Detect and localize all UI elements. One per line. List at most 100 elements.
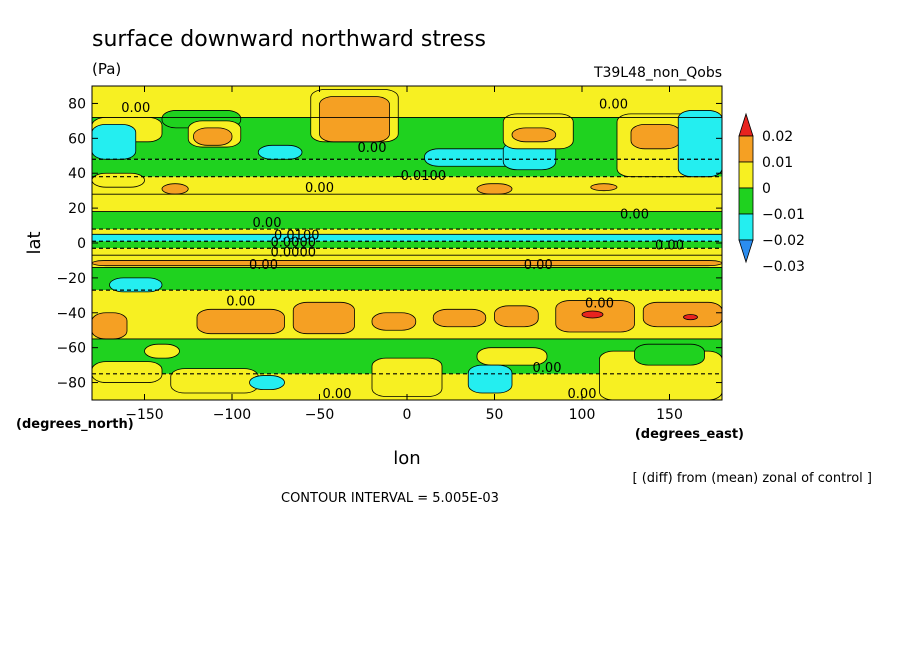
colorbar-cell-3 — [738, 187, 754, 215]
contour-label-0: 0.00 — [121, 101, 150, 116]
contour-region-28 — [642, 301, 723, 328]
contour-label-7: 0.0100 — [274, 228, 320, 243]
contour-region-4 — [193, 127, 233, 146]
contour-region-26 — [494, 305, 539, 328]
contour-region-19 — [91, 260, 723, 267]
zonal-band-4 — [92, 194, 722, 212]
contour-label-9: 0.0000 — [271, 246, 317, 261]
x-tick-label-6: 150 — [656, 407, 683, 423]
contour-label-17: 0.00 — [323, 387, 352, 402]
zonal-band-7 — [92, 234, 722, 242]
contour-region-23 — [292, 301, 355, 335]
contour-region-37 — [249, 375, 285, 390]
contour-region-14 — [677, 110, 723, 178]
colorbar-label-2: 0 — [762, 181, 771, 197]
contour-region-13 — [630, 123, 681, 150]
contour-region-17 — [476, 183, 513, 195]
y-tick-label-4: 0 — [77, 236, 86, 252]
colorbar-cell-2 — [738, 161, 754, 189]
y-axis-label: lat — [24, 231, 45, 254]
contour-region-25 — [432, 308, 487, 328]
y-tick-label-7: 60 — [68, 131, 86, 147]
contour-label-4: 0.00 — [305, 181, 334, 196]
colorbar-labels: 0.02 0.01 0 −0.01 −0.02 −0.03 — [762, 129, 805, 275]
contour-label-14: 0.00 — [585, 296, 614, 311]
x-tick-label-5: 100 — [569, 407, 596, 423]
y-tick-label-0: −80 — [56, 376, 86, 392]
contour-label-6: 0.00 — [253, 216, 282, 231]
zonal-band-8 — [92, 241, 722, 249]
contour-label-12: 0.00 — [655, 239, 684, 254]
y-tick-label-3: −20 — [56, 271, 86, 287]
contour-region-15 — [91, 172, 145, 188]
y-tick-label-6: 40 — [68, 166, 86, 182]
chart-title: surface downward northward stress — [92, 27, 486, 52]
contour-region-5 — [257, 144, 303, 160]
contour-label-1: 0.00 — [599, 97, 628, 112]
x-tick-label-4: 50 — [486, 407, 504, 423]
colorbar-cap-bottom — [738, 239, 754, 264]
contour-region-1 — [91, 123, 137, 160]
contour-region-24 — [371, 312, 417, 331]
zonal-band-11 — [92, 267, 722, 291]
x-tick-label-0: −150 — [125, 407, 163, 423]
contour-region-7 — [319, 96, 390, 143]
contour-interval: CONTOUR INTERVAL = 5.005E-03 — [281, 491, 499, 506]
colorbar-cap-top — [738, 112, 754, 137]
x-axis-label: lon — [393, 448, 420, 469]
y-tick-label-5: 20 — [68, 201, 86, 217]
contour-label-3: -0.0100 — [396, 169, 446, 184]
contour-region-20 — [109, 277, 163, 293]
zonal-band-6 — [92, 229, 722, 235]
y-tick-label-2: −40 — [56, 306, 86, 322]
zonal-band-9 — [92, 248, 722, 256]
zonal-band-3 — [92, 176, 722, 195]
colorbar-cell-4 — [738, 213, 754, 241]
colorbar-label-0: 0.02 — [762, 129, 793, 145]
colorbar — [738, 112, 754, 264]
colorbar-label-5: −0.03 — [762, 259, 805, 275]
contour-region-35 — [476, 347, 548, 366]
contour-region-34 — [371, 357, 443, 397]
colorbar-cell-1 — [738, 135, 754, 163]
y-tick-label-8: 80 — [68, 96, 86, 112]
contour-label-11: 0.00 — [524, 258, 553, 273]
y-axis: −80 −60 −40 −20 0 20 40 60 80 — [56, 96, 722, 392]
x-tick-label-1: −100 — [213, 407, 251, 423]
x-tick-label-2: −50 — [305, 407, 335, 423]
contour-region-33 — [144, 343, 180, 359]
contour-labels: 0.00 0.000.00-0.01000.000.000.000.01000.0… — [121, 97, 684, 402]
contour-region-16 — [161, 183, 189, 195]
contour-region-18 — [590, 183, 618, 192]
contour-region-32 — [170, 368, 259, 394]
contour-region-31 — [91, 361, 163, 383]
contour-label-15: 0.00 — [533, 361, 562, 376]
contour-label-5: 0.00 — [620, 207, 649, 222]
colorbar-label-4: −0.02 — [762, 233, 805, 249]
contour-region-30 — [683, 314, 698, 321]
x-unit-label: (degrees_east) — [635, 427, 744, 442]
contour-region-39 — [634, 343, 705, 366]
contour-region-21 — [91, 312, 128, 340]
colorbar-label-1: 0.01 — [762, 155, 793, 171]
contour-lines — [92, 116, 722, 375]
x-tick-label-3: 0 — [403, 407, 412, 423]
zonal-band-5 — [92, 211, 722, 230]
contour-label-2: 0.00 — [358, 141, 387, 156]
contour-region-29 — [581, 310, 604, 319]
contour-region-38 — [467, 364, 513, 394]
contour-label-10: 0.00 — [249, 258, 278, 273]
plot-area — [91, 86, 723, 401]
contour-label-13: 0.00 — [226, 295, 255, 310]
units-label: (Pa) — [92, 60, 121, 78]
colorbar-label-3: −0.01 — [762, 207, 805, 223]
x-axis: −150 −100 −50 0 50 100 150 — [125, 86, 683, 423]
y-unit-label: (degrees_north) — [16, 417, 134, 432]
footer-note: [ (diff) from (mean) zonal of control ] — [633, 471, 872, 486]
y-tick-label-1: −60 — [56, 341, 86, 357]
contour-label-8: 0.0000 — [271, 235, 317, 250]
zonal-band-2 — [92, 159, 722, 177]
run-label: T39L48_non_Qobs — [593, 65, 722, 81]
contour-region-11 — [511, 127, 557, 143]
